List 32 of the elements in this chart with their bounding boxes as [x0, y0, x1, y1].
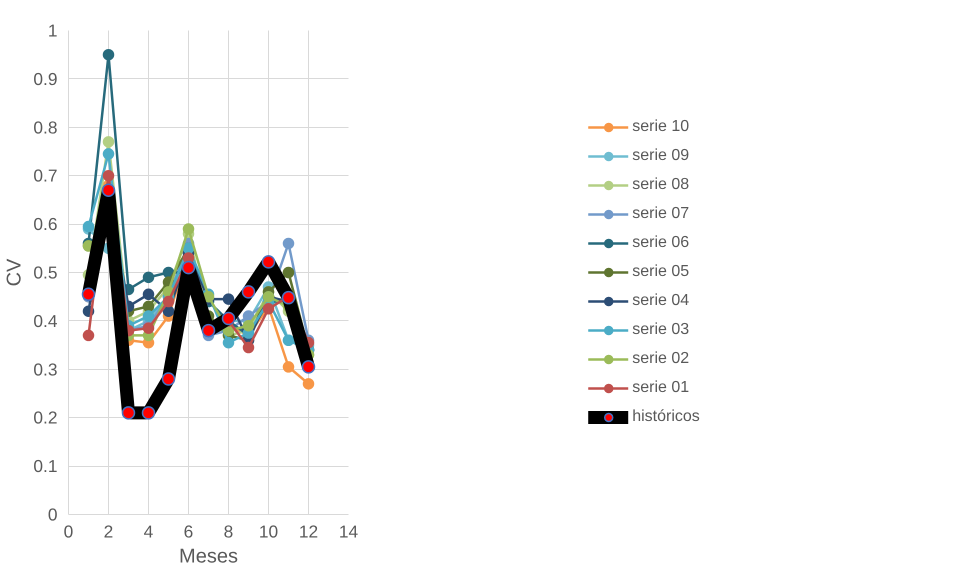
y-tick-label: 0.9	[33, 68, 58, 89]
y-tick-label: 0	[48, 504, 58, 524]
x-tick-label: 12	[298, 522, 318, 542]
legend-label: serie 10	[632, 118, 690, 136]
legend-label: serie 07	[632, 205, 690, 223]
legend-label: históricos	[632, 408, 700, 426]
y-tick-label: 0.5	[33, 262, 58, 282]
legend-label: serie 03	[632, 321, 690, 339]
x-tick-label: 0	[64, 522, 74, 542]
y-tick-label: 1	[48, 20, 58, 40]
x-tick-label: 14	[338, 522, 358, 542]
y-tick-label: 0.1	[33, 456, 58, 476]
x-tick-label: 10	[258, 522, 278, 542]
y-tick-label: 0.6	[33, 214, 58, 234]
y-tick-label: 0.4	[33, 310, 58, 331]
x-tick-label: 4	[144, 522, 154, 542]
legend-label: serie 05	[632, 263, 690, 281]
y-axis-title: CV	[3, 258, 26, 286]
x-tick-label: 6	[184, 522, 194, 542]
y-tick-label: 0.7	[33, 166, 58, 186]
x-axis-title: Meses	[179, 546, 238, 568]
legend-label: serie 01	[632, 379, 690, 397]
legend-label: serie 04	[632, 292, 690, 310]
legend-label: serie 09	[632, 147, 690, 165]
x-tick-label: 8	[224, 522, 234, 542]
y-tick-label: 0.2	[33, 408, 58, 428]
y-tick-label: 0.8	[33, 117, 58, 138]
legend-label: serie 02	[632, 350, 690, 368]
legend-label: serie 08	[632, 176, 690, 194]
y-tick-label: 0.3	[33, 359, 58, 380]
legend-label: serie 06	[632, 234, 690, 252]
x-tick-label: 2	[104, 522, 114, 542]
